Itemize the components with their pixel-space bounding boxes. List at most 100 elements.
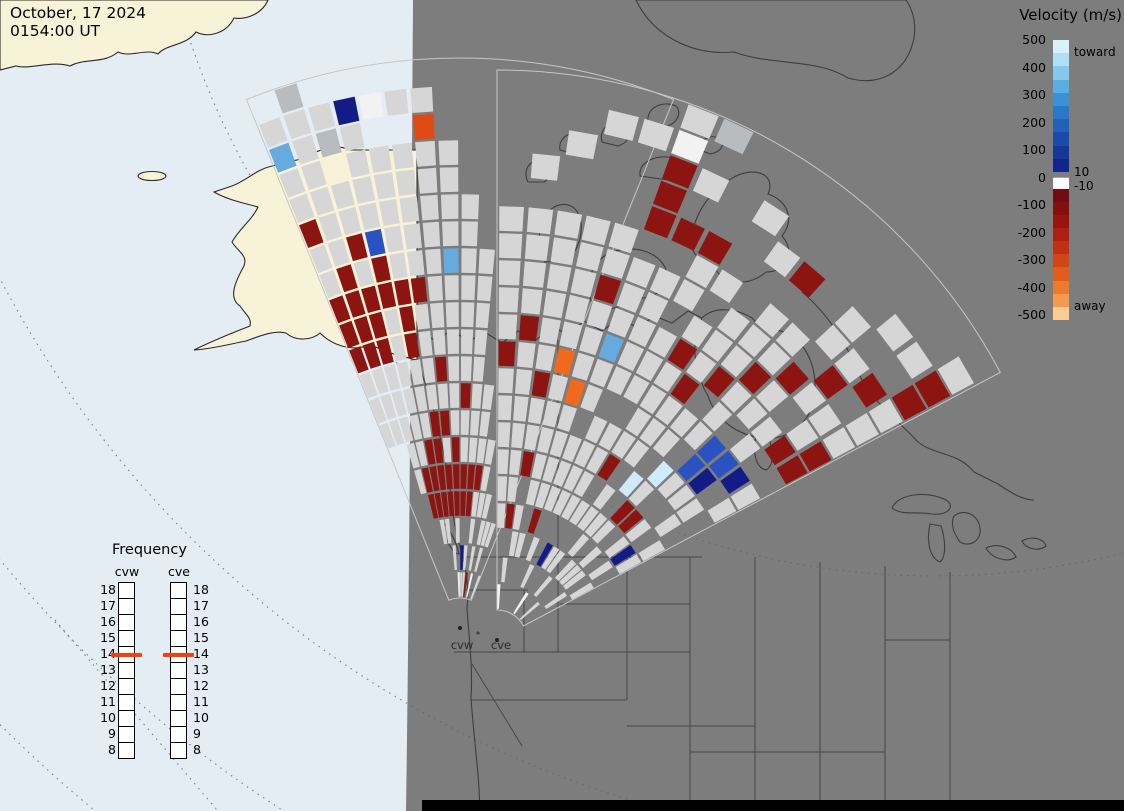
echo-cell bbox=[625, 407, 652, 437]
echo-cell bbox=[548, 374, 569, 402]
echo-cell bbox=[468, 546, 476, 571]
frequency-tick-label: 8 bbox=[193, 742, 201, 757]
echo-cell bbox=[460, 572, 463, 597]
echo-cell bbox=[497, 476, 508, 502]
frequency-tick-label: 10 bbox=[100, 710, 116, 725]
echo-cell bbox=[472, 356, 485, 382]
echo-cell bbox=[608, 222, 639, 254]
echo-cell bbox=[425, 248, 442, 275]
echo-cell bbox=[580, 384, 603, 413]
echo-cell bbox=[435, 356, 448, 382]
echo-cell bbox=[361, 285, 381, 313]
meridian-line bbox=[54, 619, 219, 811]
echo-cell bbox=[559, 564, 582, 586]
echo-cell bbox=[569, 582, 594, 600]
echo-cell bbox=[808, 404, 842, 437]
echo-cell bbox=[720, 466, 750, 494]
echo-cell bbox=[737, 324, 771, 358]
echo-cell bbox=[628, 480, 655, 507]
echo-cell bbox=[573, 470, 595, 498]
echo-cell bbox=[554, 210, 583, 239]
echo-cell bbox=[471, 491, 480, 517]
echo-cell bbox=[539, 317, 561, 345]
frequency-ladder-cell bbox=[170, 614, 187, 631]
russia-landmass bbox=[0, 0, 269, 71]
radar-echo-cells bbox=[259, 83, 974, 620]
echo-cell bbox=[677, 454, 706, 482]
frequency-ladder-cell bbox=[118, 742, 135, 759]
echo-cell bbox=[498, 260, 521, 286]
frequency-tick-label: 18 bbox=[100, 582, 116, 597]
echo-cell bbox=[460, 383, 471, 408]
echo-cell bbox=[452, 464, 460, 489]
echo-cell bbox=[709, 450, 739, 479]
lake-huron-outline bbox=[951, 511, 981, 545]
echo-cell bbox=[598, 422, 622, 451]
echo-cell bbox=[524, 234, 550, 261]
echo-cell bbox=[481, 493, 492, 519]
echo-cell bbox=[318, 212, 343, 242]
velocity-tick-label: 400 bbox=[1022, 59, 1046, 75]
echo-cell bbox=[914, 370, 951, 408]
frequency-ladder-cell bbox=[170, 630, 187, 647]
velocity-color-segment bbox=[1053, 267, 1069, 281]
date-line: October, 17 2024 bbox=[10, 4, 146, 22]
echo-cell bbox=[550, 237, 577, 266]
echo-cell bbox=[309, 186, 335, 216]
echo-cell bbox=[429, 466, 440, 492]
echo-cell bbox=[404, 332, 420, 359]
echo-cell bbox=[440, 194, 459, 220]
echo-cell bbox=[546, 550, 566, 574]
velocity-tick-label: 300 bbox=[1022, 87, 1046, 102]
echo-cell bbox=[369, 397, 387, 424]
frequency-ladder-cell bbox=[118, 582, 135, 599]
echo-cell bbox=[476, 520, 486, 546]
echo-cell bbox=[391, 142, 414, 170]
echo-cell bbox=[652, 429, 680, 458]
velocity-color-segment bbox=[1053, 66, 1069, 80]
echo-cell bbox=[638, 540, 665, 562]
radar-label-cvw: cvw bbox=[451, 638, 474, 652]
echo-cell bbox=[520, 451, 535, 477]
frequency-ladder-cell bbox=[170, 710, 187, 727]
echo-cell bbox=[524, 424, 540, 451]
echo-cell bbox=[707, 497, 737, 523]
frequency-tick-label: 16 bbox=[193, 614, 209, 629]
frequency-tick-label: 15 bbox=[100, 630, 116, 645]
echo-cell bbox=[527, 397, 545, 425]
echo-cell bbox=[623, 374, 650, 405]
echo-cell bbox=[406, 250, 425, 277]
echo-cell bbox=[444, 518, 452, 544]
frequency-tick-label: 12 bbox=[100, 678, 116, 693]
echo-cell bbox=[498, 368, 514, 394]
echo-cell bbox=[653, 180, 688, 214]
velocity-color-segment bbox=[1053, 201, 1069, 216]
echo-cell bbox=[501, 557, 508, 583]
echo-cell bbox=[578, 546, 602, 568]
echo-cell bbox=[457, 572, 460, 597]
velocity-tick-label: 200 bbox=[1022, 114, 1046, 130]
echo-cell bbox=[703, 366, 735, 398]
echo-cell bbox=[455, 518, 460, 543]
echo-cell bbox=[432, 329, 446, 355]
echo-cell bbox=[520, 564, 535, 589]
echo-cell bbox=[756, 380, 789, 412]
echo-cell bbox=[655, 395, 683, 426]
echo-cell bbox=[308, 102, 336, 132]
echo-cell bbox=[564, 294, 590, 324]
echo-cell bbox=[606, 366, 632, 396]
echo-cell bbox=[662, 155, 698, 189]
echo-cell bbox=[333, 96, 360, 126]
echo-cell bbox=[562, 434, 582, 463]
lake-erie-outline bbox=[985, 545, 1017, 561]
echo-cell bbox=[681, 315, 713, 348]
echo-cell bbox=[522, 261, 547, 288]
fan-outline-cve bbox=[496, 69, 1001, 627]
echo-cell bbox=[567, 533, 590, 557]
velocity-tick-label: 500 bbox=[1022, 32, 1046, 47]
echo-cell bbox=[815, 324, 851, 360]
echo-cell bbox=[667, 484, 695, 511]
frequency-ladder-cell bbox=[118, 662, 135, 679]
echo-cell bbox=[368, 311, 388, 339]
